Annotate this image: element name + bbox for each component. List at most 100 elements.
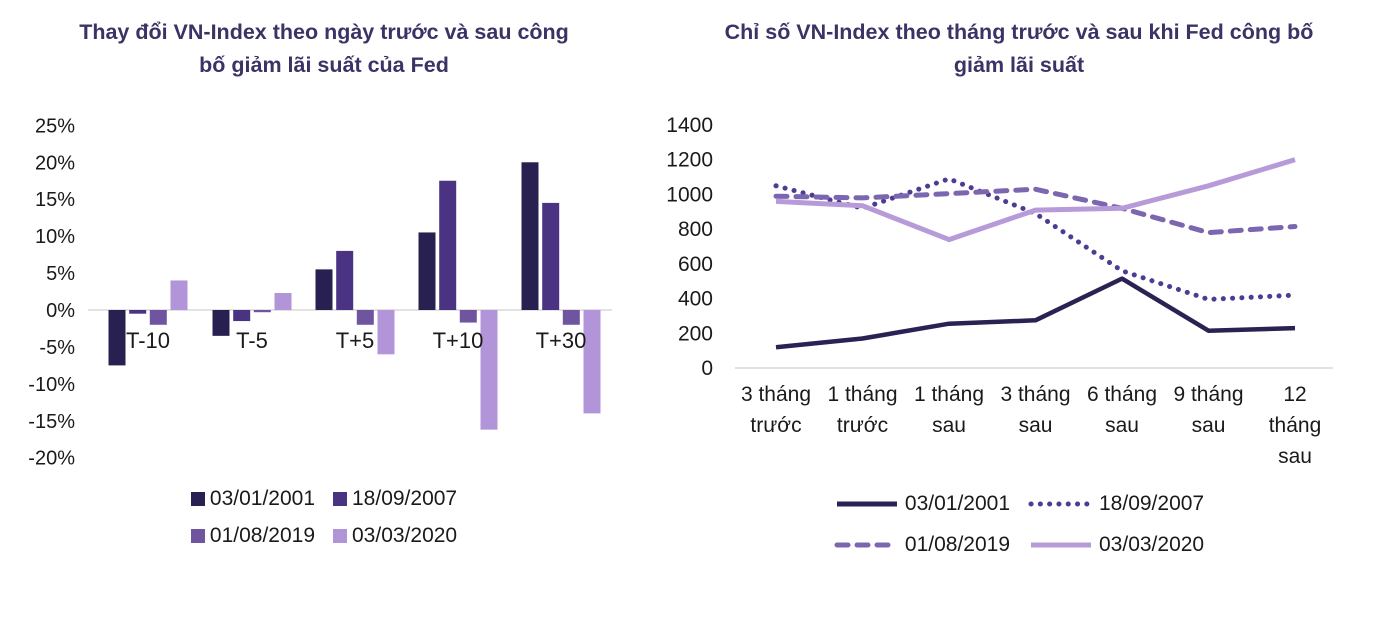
- line-chart-title-line-1: Chỉ số VN-Index theo tháng trước và sau …: [724, 20, 1314, 44]
- legend-label: 03/03/2020: [1099, 533, 1205, 556]
- bar: [315, 269, 333, 310]
- x-category-label: 3 tháng: [1000, 383, 1070, 406]
- x-category-label: T+10: [433, 328, 484, 353]
- legend-line-swatch: [836, 501, 897, 507]
- bar: [233, 310, 251, 322]
- bar: [253, 310, 271, 313]
- y-tick-label: -5%: [39, 337, 75, 359]
- legend-square-swatch: [333, 492, 347, 506]
- bar: [149, 310, 167, 325]
- legend-label: 18/09/2007: [352, 487, 458, 510]
- legend-item: 03/01/2001: [834, 492, 1010, 516]
- bar: [439, 180, 457, 310]
- x-category-label: sau: [1278, 445, 1312, 468]
- y-tick-label: -15%: [28, 411, 75, 433]
- legend-label: 01/08/2019: [904, 533, 1010, 556]
- legend-item: 03/01/2001: [190, 487, 315, 511]
- bar: [212, 310, 230, 336]
- x-category-label: 12: [1283, 383, 1306, 406]
- legend-square-swatch: [333, 529, 347, 543]
- x-category-label: 6 tháng: [1087, 383, 1157, 406]
- legend-item: 01/08/2019: [834, 533, 1010, 557]
- y-tick-label: -20%: [28, 448, 75, 470]
- legend-label: 03/03/2020: [352, 524, 458, 547]
- y-tick-label: -10%: [28, 374, 75, 396]
- bar-chart-title-line-1: Thay đổi VN-Index theo ngày trước và sau…: [79, 20, 569, 44]
- y-tick-label: 10%: [35, 226, 75, 248]
- legend-item: 18/09/2007: [333, 487, 457, 511]
- bar: [583, 310, 601, 414]
- legend-row: 01/08/2019 03/03/2020: [190, 524, 457, 548]
- legend-line-swatch: [1031, 542, 1091, 548]
- bar: [542, 202, 560, 310]
- bar: [336, 250, 354, 310]
- legend-item: 01/08/2019: [190, 524, 315, 548]
- bar-chart-title: Thay đổi VN-Index theo ngày trước và sau…: [20, 16, 628, 83]
- x-category-label: 1 tháng: [914, 383, 984, 406]
- legend-label: 03/01/2001: [209, 487, 315, 510]
- legend-item: 03/03/2020: [1028, 533, 1204, 557]
- line-chart-title-line-2: giảm lãi suất: [953, 53, 1085, 78]
- bar: [521, 162, 539, 310]
- y-tick-label: 800: [678, 218, 713, 241]
- y-tick-label: 0%: [46, 300, 75, 322]
- bar: [274, 293, 292, 310]
- y-tick-label: 5%: [46, 263, 75, 285]
- line-chart-panel: Chỉ số VN-Index theo tháng trước và sau …: [648, 0, 1390, 617]
- bar: [377, 310, 395, 355]
- line-chart-legend: 03/01/2001 18/09/2007 01/08/2019 03/03/2020: [648, 492, 1390, 557]
- legend-square-swatch: [190, 529, 205, 543]
- series-line-solid: [775, 157, 1296, 243]
- x-category-label: T-10: [126, 328, 170, 353]
- bar: [356, 310, 374, 325]
- y-tick-label: 1400: [666, 114, 713, 137]
- x-category-label: sau: [1019, 414, 1053, 437]
- bar-chart-canvas: 25% 20% 15% 10% 5% 0% -5% -10% -15% -20% T-10 T-5 T+…: [28, 115, 612, 470]
- series-line-solid: [775, 276, 1296, 350]
- x-category-label: sau: [932, 414, 966, 437]
- line-chart-title: Chỉ số VN-Index theo tháng trước và sau …: [669, 16, 1369, 83]
- bar: [562, 310, 580, 325]
- legend-row: 01/08/2019 03/03/2020: [834, 533, 1204, 557]
- legend-row: 03/01/2001 18/09/2007: [190, 487, 457, 511]
- x-category-label: T-5: [236, 328, 268, 353]
- legend-label: 18/09/2007: [1099, 492, 1205, 515]
- bar: [170, 280, 188, 310]
- y-tick-label: 1000: [666, 183, 713, 206]
- y-tick-label: 400: [678, 288, 713, 311]
- x-category-label: 1 tháng: [827, 383, 897, 406]
- bar-chart-title-line-2: bố giảm lãi suất của Fed: [199, 53, 449, 78]
- y-tick-label: 15%: [35, 189, 75, 211]
- legend-item: 18/09/2007: [1028, 492, 1204, 516]
- x-category-label: 3 tháng: [741, 383, 811, 406]
- x-category-label: T+5: [336, 328, 375, 353]
- legend-square-swatch: [190, 492, 205, 506]
- y-tick-label: 1200: [666, 149, 713, 172]
- y-tick-label: 25%: [35, 115, 75, 137]
- legend-line-swatch: [1028, 501, 1094, 507]
- bar: [418, 232, 436, 310]
- legend-line-swatch: [834, 542, 900, 548]
- line-chart-canvas: 1400 1200 1000 800 600 400 200 0 3 tháng trước 1 t…: [666, 114, 1333, 468]
- y-tick-label: 600: [678, 253, 713, 276]
- series-line-dashed: [773, 186, 1298, 236]
- x-category-label: 9 tháng: [1173, 383, 1243, 406]
- x-category-label: trước: [750, 414, 801, 437]
- bar: [129, 310, 147, 314]
- x-category-label: tháng: [1269, 414, 1322, 437]
- bar: [480, 310, 498, 430]
- bar: [459, 310, 477, 323]
- y-tick-label: 200: [678, 322, 713, 345]
- bar-chart-panel: Thay đổi VN-Index theo ngày trước và sau…: [0, 0, 648, 617]
- legend-row: 03/01/2001 18/09/2007: [834, 492, 1204, 516]
- x-category-label: trước: [837, 414, 888, 437]
- legend-label: 01/08/2019: [209, 524, 315, 547]
- x-category-label: sau: [1105, 414, 1139, 437]
- legend-item: 03/03/2020: [333, 524, 457, 548]
- bar: [108, 310, 126, 366]
- legend-label: 03/01/2001: [904, 492, 1010, 515]
- y-tick-label: 20%: [35, 152, 75, 174]
- y-tick-label: 0: [701, 357, 713, 380]
- x-category-label: T+30: [536, 328, 587, 353]
